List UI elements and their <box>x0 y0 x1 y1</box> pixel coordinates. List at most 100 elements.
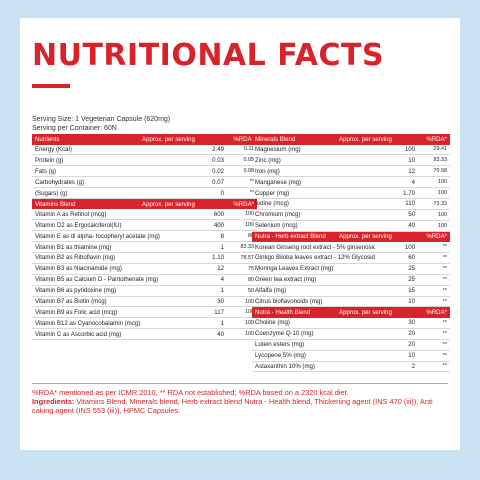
table-row: Magnesium (mg) 100 29.41 <box>252 145 450 156</box>
nutrient-quantity: 20 <box>408 341 415 349</box>
nutrient-rda: ** <box>442 352 447 359</box>
nutrient-quantity: 1 <box>220 319 224 327</box>
nutrient-quantity: 10 <box>408 298 415 306</box>
table-section-nutra-herb-extract-blend: Nutra - Herb extract Blend Approx. per se… <box>252 231 450 308</box>
table-row: Vitamin B9 as Folic acid (mcg) 117 100 <box>32 307 257 319</box>
right-table-column: Minerals Blend Approx. per serving %RDA* Ma… <box>252 134 450 373</box>
nutrient-rda: 83.33 <box>433 157 448 164</box>
table-row: Manganese (mg) 4 100 <box>252 177 450 189</box>
table-row: Choline (mg) 30 ** <box>252 318 450 329</box>
nutrient-rda: 100 <box>245 309 254 316</box>
nutrient-name: Lutein esters (mg) <box>255 341 305 349</box>
nutrient-name: Vitamin C as Ascorbic acid (mg) <box>35 330 122 338</box>
nutrient-name: Protein (g) <box>35 156 64 164</box>
nutrient-quantity: 600 <box>213 210 224 218</box>
nutrient-name: Lycopene 5% (mg) <box>255 352 306 360</box>
table-row: Lycopene 5% (mg) 10 ** <box>252 351 450 362</box>
table-row: Lutein esters (mg) 20 ** <box>252 340 450 351</box>
nutrient-quantity: 12 <box>408 167 415 175</box>
nutrient-name: Vitamin E as dl alpha- tocopheryl acetat… <box>35 232 160 240</box>
nutrient-rda: 80 <box>248 276 254 283</box>
table-row: Vitamin C as Ascorbic acid (mg) 40 100 <box>32 329 257 341</box>
nutrient-rda: 100 <box>438 179 447 186</box>
nutrient-name: Green tea extract (mg) <box>255 276 317 284</box>
section-header: Vitamins Blend Approx. per serving %RDA* <box>32 198 257 210</box>
nutrient-name: Vitamin B12 as Cyanocobalamin (mcg) <box>35 319 141 327</box>
nutrient-name: Moringa Leaves Extract (mg) <box>255 265 334 273</box>
nutrient-name: Selenium (mcg) <box>255 222 298 230</box>
nutrient-name: Korean Ginseng root extract - 5% ginseno… <box>255 243 375 251</box>
section-title: Nutrients <box>35 135 60 143</box>
nutrient-quantity: 30 <box>408 319 415 327</box>
nutrition-label-card: NUTRITIONAL FACTS Serving Size: 1 Vegete… <box>20 18 460 450</box>
serving-size: Serving Size: 1 Vegeterian Capsule (620m… <box>32 116 171 123</box>
table-row: Vitamin B6 as pyridoxine (mg) 1 50 <box>32 286 257 297</box>
nutrient-name: Vitamin A as Retinol (mcg) <box>35 210 107 218</box>
column-header-qty: Approx. per serving <box>142 200 195 208</box>
section-title: Nutra - Health Blend <box>255 309 311 317</box>
section-title: Nutra - Herb extract Blend <box>255 233 326 241</box>
title-underline <box>32 84 70 88</box>
nutrient-quantity: 60 <box>408 254 415 262</box>
nutrient-quantity: 110 <box>405 200 415 208</box>
page-title: NUTRITIONAL FACTS <box>32 38 385 73</box>
nutrient-name: Manganese (mg) <box>255 178 302 186</box>
nutrient-quantity: 50 <box>408 211 415 219</box>
table-section-nutra-health-blend: Nutra - Health Blend Approx. per serving%… <box>252 307 450 373</box>
column-header-rda: %RDA* <box>233 135 254 143</box>
column-header-rda: %RDA* <box>233 200 254 208</box>
nutrient-name: Vitamin B6 as pyridoxine (mg) <box>35 287 117 295</box>
nutrient-quantity: 25 <box>408 265 415 273</box>
nutrient-rda: 100 <box>245 320 254 327</box>
section-title: Vitamins Blend <box>35 200 76 208</box>
nutrient-rda: ** <box>442 265 447 272</box>
nutrient-rda: 100 <box>438 190 447 196</box>
table-row: Fats (g) 0.02 0.08 <box>32 166 257 178</box>
nutrient-quantity: 4 <box>220 276 224 284</box>
nutrient-rda: ** <box>442 319 447 326</box>
nutrient-quantity: 40 <box>217 330 224 338</box>
nutrient-rda: 100 <box>438 222 447 229</box>
nutrient-name: Magnesium (mg) <box>255 145 301 153</box>
nutrient-quantity: 10 <box>408 352 415 360</box>
table-row: Vitamin B7 as Biotin (mcg) 30 100 <box>32 297 257 308</box>
nutrient-quantity: 15 <box>408 287 415 295</box>
table-row: Vitamin B1 as thiamine (mg) 1 83.33 <box>32 242 257 254</box>
nutrient-rda: ** <box>442 341 447 348</box>
nutrient-name: Iron (mg) <box>255 167 280 175</box>
table-row: Moringa Leaves Extract (mg) 25 ** <box>252 264 450 275</box>
table-row: (Sugars) (g) 0 ** <box>32 188 257 199</box>
nutrient-name: Citrus bioflavonoids (mg) <box>255 298 323 306</box>
table-row: Vitamin E as dl alpha- tocopheryl acetat… <box>32 231 257 243</box>
table-row: Green tea extract (mg) 25 ** <box>252 275 450 286</box>
table-row: Vitamin B5 as Calcium D - Pantothenate (… <box>32 275 257 286</box>
column-header-qty: Approx. per serving <box>339 309 392 317</box>
nutrient-rda: 29.41 <box>433 146 448 153</box>
nutrient-rda: 100 <box>245 222 254 229</box>
nutrient-rda: 83.33 <box>240 244 255 251</box>
nutrient-name: Chromium (mcg) <box>255 211 301 219</box>
nutrient-name: Vitamin B1 as thiamine (mg) <box>35 243 112 251</box>
table-row: Coenzyme Q-10 (mg) 20 ** <box>252 329 450 340</box>
nutrient-quantity: 20 <box>408 330 415 338</box>
nutrient-rda: 100 <box>438 211 447 218</box>
nutrient-rda: 70.58 <box>433 168 448 175</box>
nutrient-rda: ** <box>442 254 447 261</box>
table-row: Vitamin A as Retinol (mcg) 600 100 <box>32 209 257 221</box>
table-row: Carbohydrates (g) 0.07 ** <box>32 177 257 189</box>
table-row: Citrus bioflavonoids (mg) 10 ** <box>252 297 450 308</box>
nutrient-rda: 0.08 <box>243 168 255 175</box>
table-row: Copper (mg) 1.70 100 <box>252 188 450 199</box>
nutrient-rda: ** <box>442 244 447 251</box>
nutrient-rda: 0.11 <box>243 146 254 153</box>
nutrient-name: Astaxanthin 10% (mg) <box>255 362 315 370</box>
nutrient-name: Carbohydrates (g) <box>35 178 85 186</box>
table-row: Vitamin B2 as Riboflavin (mg) 1.10 78.57 <box>32 253 257 264</box>
notes-section: %RDA* mentioned as per ICMR 2010, ** RDA… <box>32 388 452 415</box>
nutrient-quantity: 2 <box>411 362 415 370</box>
ingredients-statement: Ingredients: Vitamins Blend, Minerals bl… <box>32 397 452 415</box>
nutrient-quantity: 40 <box>408 222 415 230</box>
column-header-qty: Approx. per serving <box>142 135 195 143</box>
section-header: Nutrients Approx. per serving %RDA* <box>32 134 257 145</box>
nutrient-rda: ** <box>442 330 447 337</box>
